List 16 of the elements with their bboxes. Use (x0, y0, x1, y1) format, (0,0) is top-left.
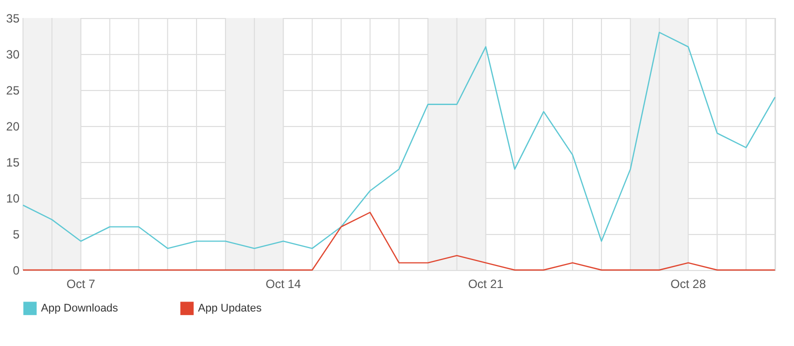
y-tick-label: 35 (6, 12, 20, 26)
y-tick-label: 5 (12, 228, 20, 242)
y-tick-label: 10 (6, 192, 20, 206)
line-series (22, 212, 776, 271)
x-tick-label: Oct 7 (66, 277, 96, 291)
y-tick-label: 15 (6, 156, 20, 170)
y-tick-label: 30 (6, 48, 20, 62)
line-series (22, 32, 776, 249)
y-tick-label: 20 (6, 120, 20, 134)
x-tick-label: Oct 14 (266, 277, 302, 291)
legend-label: App Downloads (41, 302, 119, 314)
y-tick-label: 0 (12, 264, 20, 278)
x-tick-label: Oct 21 (468, 277, 504, 291)
legend-label: App Updates (198, 302, 262, 314)
y-tick-label: 25 (6, 84, 20, 98)
x-tick-label: Oct 28 (670, 277, 706, 291)
